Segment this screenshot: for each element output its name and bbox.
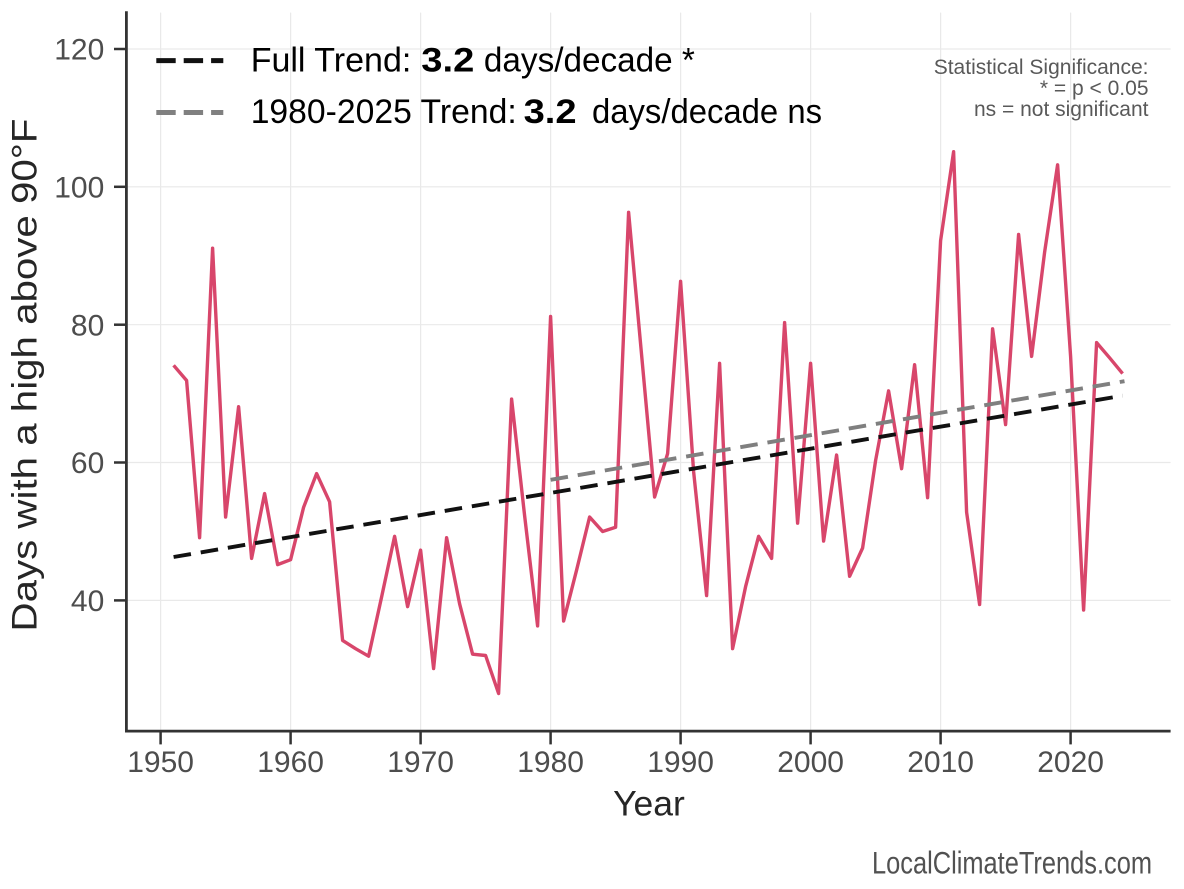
svg-text:days/decade *: days/decade *	[484, 41, 695, 79]
svg-text:1980: 1980	[517, 746, 584, 779]
svg-text:1980-2025 Trend:: 1980-2025 Trend:	[251, 93, 517, 131]
svg-text:2000: 2000	[777, 746, 844, 779]
svg-text:1950: 1950	[127, 746, 194, 779]
svg-text:100: 100	[54, 172, 104, 205]
svg-text:ns = not significant: ns = not significant	[974, 98, 1149, 121]
svg-text:80: 80	[71, 309, 104, 342]
svg-text:Full Trend:: Full Trend:	[251, 41, 412, 79]
svg-text:40: 40	[71, 585, 104, 618]
svg-text:* = p < 0.05: * = p < 0.05	[1040, 77, 1149, 100]
svg-text:1960: 1960	[257, 746, 324, 779]
svg-text:2010: 2010	[907, 746, 974, 779]
svg-text:120: 120	[54, 34, 104, 67]
svg-text:LocalClimateTrends.com: LocalClimateTrends.com	[872, 844, 1152, 880]
svg-text:days/decade ns: days/decade ns	[592, 93, 822, 131]
svg-text:1970: 1970	[387, 746, 454, 779]
svg-text:3.2: 3.2	[421, 41, 474, 79]
svg-text:Year: Year	[613, 783, 685, 823]
svg-text:2020: 2020	[1037, 746, 1104, 779]
svg-text:3.2: 3.2	[524, 93, 577, 131]
svg-text:Statistical Significance:: Statistical Significance:	[934, 56, 1149, 79]
svg-text:1990: 1990	[647, 746, 714, 779]
svg-text:Days with a high above 90°F: Days with a high above 90°F	[6, 119, 45, 632]
svg-text:60: 60	[71, 447, 104, 480]
